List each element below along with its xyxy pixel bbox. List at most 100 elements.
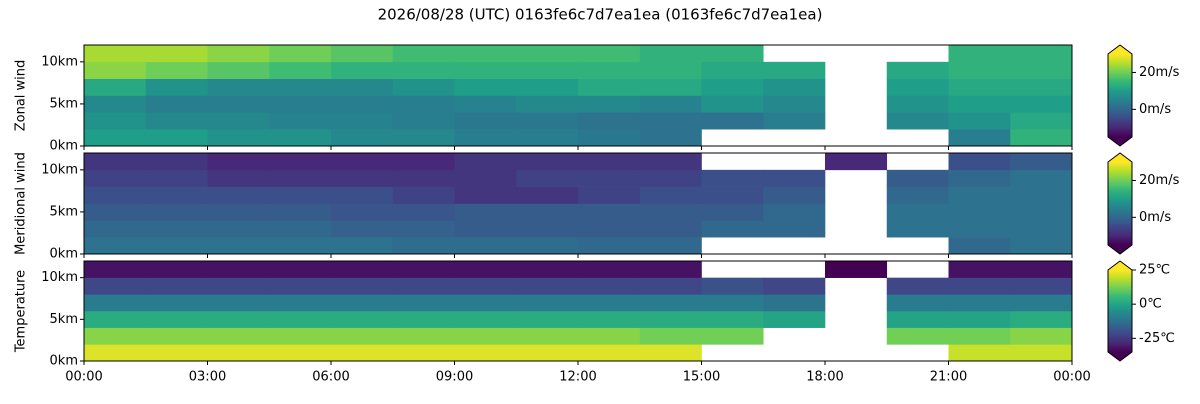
heatmap-cell bbox=[269, 153, 332, 171]
heatmap-cell bbox=[763, 95, 826, 113]
heatmap-cell bbox=[639, 45, 702, 63]
heatmap-cell bbox=[578, 129, 641, 147]
heatmap-cell bbox=[516, 45, 579, 63]
heatmap-cell bbox=[701, 220, 764, 238]
heatmap-cell bbox=[763, 203, 826, 221]
heatmap-cell bbox=[948, 220, 1011, 238]
heatmap-cell bbox=[392, 153, 455, 171]
heatmap-cell bbox=[578, 61, 641, 79]
heatmap-cell bbox=[84, 344, 147, 362]
heatmap-cell bbox=[454, 327, 517, 345]
heatmap-cell bbox=[701, 277, 764, 295]
heatmap-cell bbox=[84, 112, 147, 130]
heatmap-cell bbox=[1010, 45, 1073, 63]
heatmap-cell bbox=[1010, 169, 1073, 187]
heatmap-cell bbox=[948, 344, 1011, 362]
heatmap-cell bbox=[825, 153, 888, 171]
heatmap-cell bbox=[269, 112, 332, 130]
heatmap-cell bbox=[948, 61, 1011, 79]
heatmap-cell bbox=[1010, 220, 1073, 238]
heatmap-cell bbox=[948, 153, 1011, 171]
heatmap-cell bbox=[207, 153, 270, 171]
heatmap-cell bbox=[145, 344, 208, 362]
heatmap-cell bbox=[84, 78, 147, 96]
y-tick-label: 5km bbox=[50, 204, 78, 219]
heatmap-cell bbox=[516, 344, 579, 362]
heatmap-cell bbox=[639, 277, 702, 295]
x-tick-label: 06:00 bbox=[312, 370, 349, 385]
heatmap-cell bbox=[84, 129, 147, 147]
heatmap-cell bbox=[84, 45, 147, 63]
y-tick-label: 0km bbox=[50, 354, 78, 369]
heatmap-cell bbox=[886, 169, 949, 187]
heatmap-cell bbox=[578, 277, 641, 295]
heatmap-cell bbox=[269, 344, 332, 362]
heatmap-cell bbox=[392, 261, 455, 278]
colorbar-frame bbox=[1107, 44, 1133, 147]
colorbar-extend-bottom bbox=[1108, 352, 1132, 361]
heatmap-cell bbox=[948, 277, 1011, 295]
heatmap-cell bbox=[701, 61, 764, 79]
heatmap-cell bbox=[207, 129, 270, 147]
heatmap-cell bbox=[207, 169, 270, 187]
heatmap-cell bbox=[145, 261, 208, 278]
heatmap-cell bbox=[454, 277, 517, 295]
heatmap-cell bbox=[516, 95, 579, 113]
heatmap-cell bbox=[207, 327, 270, 345]
heatmap-cell bbox=[145, 95, 208, 113]
y-tick-label: 0km bbox=[50, 139, 78, 154]
heatmap-cell bbox=[84, 294, 147, 312]
heatmap-cell bbox=[269, 61, 332, 79]
heatmap-cell bbox=[1010, 203, 1073, 221]
y-axis-label: Meridional wind bbox=[14, 152, 29, 255]
heatmap-cell bbox=[207, 95, 270, 113]
heatmap-cell bbox=[207, 294, 270, 312]
heatmap-cell bbox=[948, 311, 1011, 328]
heatmap-cell bbox=[331, 95, 394, 113]
heatmap-cell bbox=[578, 311, 641, 328]
heatmap-cell bbox=[84, 95, 147, 113]
heatmap-cell bbox=[701, 186, 764, 204]
heatmap-cell bbox=[639, 294, 702, 312]
heatmap-cell bbox=[886, 186, 949, 204]
heatmap-cell bbox=[701, 78, 764, 96]
heatmap-cell bbox=[948, 203, 1011, 221]
colorbar-extend-bottom bbox=[1108, 137, 1132, 146]
heatmap-cell bbox=[392, 129, 455, 147]
heatmap-cell bbox=[1010, 129, 1073, 147]
heatmap-cell bbox=[145, 186, 208, 204]
y-tick-label: 0km bbox=[50, 247, 78, 262]
heatmap-cell bbox=[639, 169, 702, 187]
heatmap-cell bbox=[701, 112, 764, 130]
heatmap-cell bbox=[454, 45, 517, 63]
heatmap-cell bbox=[701, 327, 764, 345]
heatmap-cell bbox=[948, 129, 1011, 147]
heatmap-cell bbox=[516, 153, 579, 171]
heatmap-cell bbox=[207, 261, 270, 278]
heatmap-cell bbox=[701, 311, 764, 328]
heatmap-cell bbox=[331, 61, 394, 79]
heatmap-cell bbox=[84, 153, 147, 171]
heatmap-cell bbox=[578, 327, 641, 345]
y-tick-label: 10km bbox=[41, 270, 78, 285]
heatmap-cell bbox=[207, 78, 270, 96]
colorbar-tick-label: 0m/s bbox=[1139, 210, 1171, 225]
heatmap-cell bbox=[1010, 261, 1073, 278]
heatmap-cell bbox=[145, 129, 208, 147]
x-tick-label: 12:00 bbox=[559, 370, 596, 385]
heatmap-cell bbox=[639, 112, 702, 130]
heatmap-cell bbox=[578, 344, 641, 362]
x-tick-label: 03:00 bbox=[189, 370, 226, 385]
heatmap-cell bbox=[578, 112, 641, 130]
heatmap-cell bbox=[331, 153, 394, 171]
colorbar-tick-label: 0℃ bbox=[1139, 297, 1162, 312]
heatmap-cell bbox=[578, 261, 641, 278]
heatmap-cell bbox=[578, 169, 641, 187]
heatmap-cell bbox=[392, 61, 455, 79]
heatmap-cell bbox=[454, 153, 517, 171]
heatmap-cell bbox=[84, 186, 147, 204]
heatmap-cell bbox=[886, 277, 949, 295]
y-axis-label: Temperature bbox=[14, 270, 29, 353]
heatmap-cell bbox=[84, 203, 147, 221]
heatmap-cell bbox=[516, 78, 579, 96]
